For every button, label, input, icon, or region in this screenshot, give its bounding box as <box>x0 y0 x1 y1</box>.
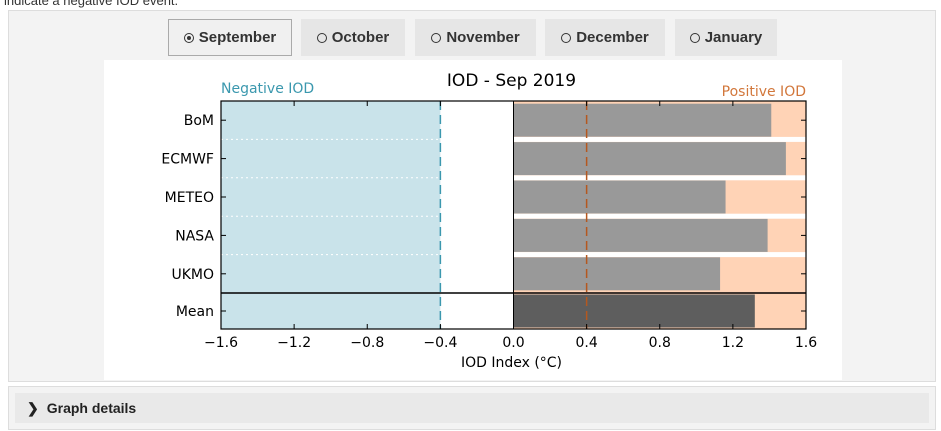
tab-october[interactable]: October <box>301 19 405 56</box>
tab-january[interactable]: January <box>675 19 777 56</box>
graph-details-label: Graph details <box>46 400 137 416</box>
x-tick-label: −1.6 <box>204 335 238 351</box>
tab-label: December <box>576 29 649 46</box>
x-tick-label: 0.4 <box>575 335 597 351</box>
tab-september[interactable]: September <box>168 19 292 56</box>
tab-label: January <box>704 29 763 46</box>
iod-chart-svg: BoM ECMWF METEO NASA UKMO Mean −1.6 −1.2 −0.8 −0.… <box>161 71 817 371</box>
y-tick-label: ECMWF <box>161 152 214 168</box>
row-separator <box>513 213 806 219</box>
mean-bar <box>513 294 755 328</box>
tab-label: September <box>198 29 277 46</box>
tab-label: October <box>331 29 390 46</box>
tab-label: November <box>446 29 520 46</box>
y-tick-label: UKMO <box>171 267 214 283</box>
x-tick-label: 1.2 <box>722 335 744 351</box>
graph-details-panel: ❯ Graph details <box>8 386 936 430</box>
model-bar <box>513 218 768 252</box>
graph-details-toggle[interactable]: ❯ Graph details <box>15 393 929 423</box>
row-separator <box>513 136 806 142</box>
radio-icon <box>431 32 442 43</box>
model-bar <box>513 103 772 137</box>
chart-title: IOD - Sep 2019 <box>447 71 576 91</box>
intro-text: indicate a negative IOD event. <box>4 0 179 8</box>
x-tick-label: 1.6 <box>795 335 817 351</box>
x-tick-label: 0.0 <box>502 335 524 351</box>
row-separator <box>513 175 806 181</box>
positive-iod-label: Positive IOD <box>722 84 806 100</box>
x-tick-label: −0.8 <box>350 335 384 351</box>
chevron-right-icon: ❯ <box>27 399 39 416</box>
x-tick-label: −0.4 <box>423 335 457 351</box>
radio-icon <box>689 32 700 43</box>
radio-icon <box>316 32 327 43</box>
model-bar <box>513 142 786 176</box>
negative-iod-region <box>221 101 441 329</box>
iod-chart: BoM ECMWF METEO NASA UKMO Mean −1.6 −1.2 −0.8 −0.… <box>104 60 842 380</box>
y-tick-label: NASA <box>175 228 214 244</box>
model-bar <box>513 180 726 214</box>
negative-iod-label: Negative IOD <box>221 81 314 97</box>
tab-december[interactable]: December <box>545 19 665 56</box>
y-tick-label: METEO <box>165 190 214 206</box>
y-tick-label: Mean <box>176 304 214 320</box>
row-separator <box>513 252 806 258</box>
y-tick-label: BoM <box>184 113 214 129</box>
x-tick-label: 0.8 <box>649 335 671 351</box>
radio-icon <box>561 32 572 43</box>
model-bar <box>513 257 721 291</box>
x-axis-label: IOD Index (°C) <box>461 355 562 371</box>
tab-november[interactable]: November <box>415 19 536 56</box>
radio-selected-icon <box>183 32 194 43</box>
x-tick-label: −1.2 <box>277 335 311 351</box>
